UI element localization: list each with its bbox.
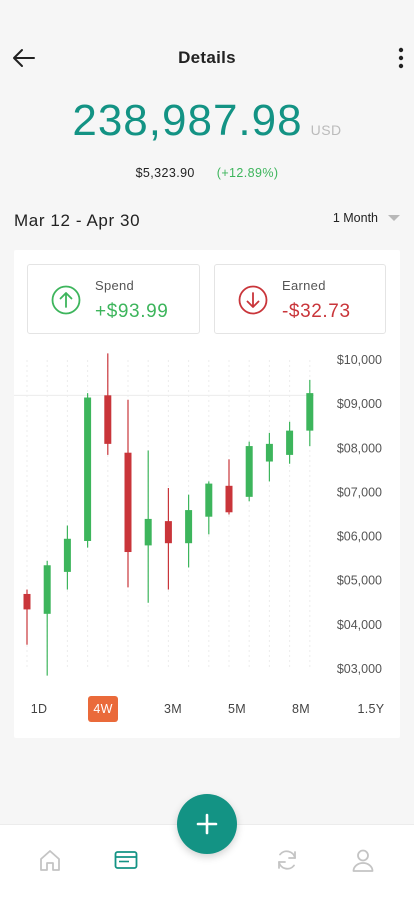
- change-percent: (+12.89%): [216, 166, 279, 180]
- refresh-icon[interactable]: [274, 847, 300, 873]
- candle-body: [104, 395, 112, 444]
- period-dropdown[interactable]: 1 Month: [333, 211, 400, 225]
- y-tick-label: $06,000: [337, 530, 382, 544]
- y-tick-label: $03,000: [337, 662, 382, 676]
- header: Details: [0, 0, 414, 116]
- balance-change: $5,323.90 (+12.89%): [0, 166, 414, 180]
- candle-body: [245, 446, 253, 497]
- candle-body: [124, 452, 132, 553]
- period-tab-1d[interactable]: 1D: [30, 702, 48, 716]
- period-tab-3m[interactable]: 3M: [164, 702, 182, 716]
- plus-icon: [196, 813, 218, 835]
- earned-value: -$32.73: [282, 301, 351, 322]
- candle-body: [225, 485, 233, 513]
- candle-body: [205, 483, 213, 517]
- candle-body: [185, 510, 193, 544]
- change-amount: $5,323.90: [135, 166, 195, 180]
- earned-label: Earned: [282, 278, 326, 293]
- candlestick-chart: $10,000 $09,000 $08,000 $07,000 $06,000 $05,0…: [14, 353, 382, 676]
- home-icon[interactable]: [37, 847, 63, 873]
- y-tick-label: $07,000: [337, 485, 382, 499]
- spend-stat[interactable]: Spend +$93.99: [27, 264, 200, 334]
- candle-body: [84, 397, 92, 541]
- y-tick-label: $09,000: [337, 397, 382, 411]
- candle-body: [63, 538, 71, 572]
- candle-body: [23, 593, 31, 610]
- card-icon[interactable]: [113, 847, 139, 873]
- y-tick-label: $05,000: [337, 574, 382, 588]
- candle-body: [286, 430, 294, 455]
- period-tabs: 1D 4W 3M 5M 8M 1.5Y: [14, 696, 400, 722]
- balance-currency: USD: [310, 122, 342, 138]
- date-range-row: Mar 12 - Apr 30 1 Month: [14, 208, 400, 234]
- period-dropdown-value: 1 Month: [332, 211, 378, 225]
- profile-icon[interactable]: [350, 847, 376, 873]
- spend-label: Spend: [95, 278, 135, 293]
- balance-amount: 238,987.98: [72, 96, 303, 145]
- y-tick-label: $04,000: [337, 618, 382, 632]
- period-tab-8m[interactable]: 8M: [292, 702, 310, 716]
- candle-body: [306, 393, 314, 431]
- page-title: Details: [178, 48, 236, 67]
- balance-display: 238,987.98 USD: [0, 96, 414, 146]
- candle-body: [43, 565, 51, 614]
- period-tab-5m[interactable]: 5M: [228, 702, 246, 716]
- more-vertical-icon[interactable]: [394, 44, 408, 72]
- chart-card: Spend +$93.99 Earned -$32.73 $10,000 $09,…: [14, 250, 400, 738]
- back-arrow-icon[interactable]: [10, 44, 38, 72]
- candle-body: [265, 443, 273, 462]
- candle-body: [144, 518, 152, 546]
- y-tick-label: $10,000: [337, 353, 382, 367]
- candle-body: [164, 521, 172, 544]
- chevron-down-icon: [388, 215, 400, 221]
- arrow-down-circle-icon: [238, 285, 268, 315]
- arrow-up-circle-icon: [51, 285, 81, 315]
- add-button[interactable]: [177, 794, 237, 854]
- y-tick-label: $08,000: [337, 441, 382, 455]
- period-tab-4w[interactable]: 4W: [88, 696, 118, 722]
- spend-value: +$93.99: [95, 301, 169, 322]
- period-tab-1.5y[interactable]: 1.5Y: [357, 702, 385, 716]
- earned-stat[interactable]: Earned -$32.73: [214, 264, 386, 334]
- date-range-label: Mar 12 - Apr 30: [14, 211, 141, 230]
